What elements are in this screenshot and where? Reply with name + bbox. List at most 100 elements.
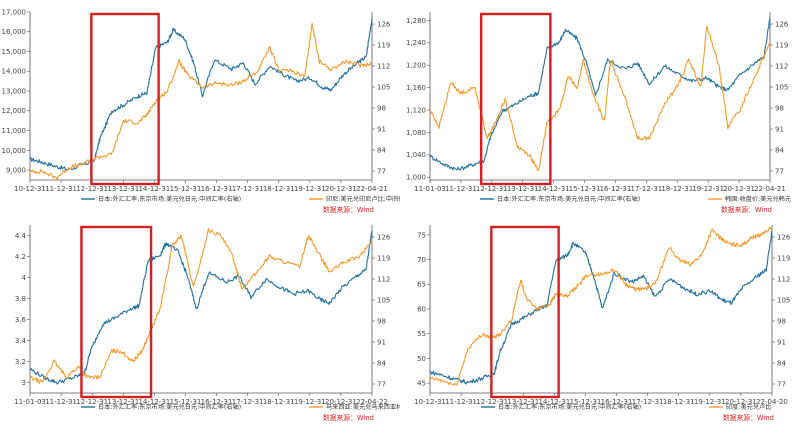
right-tick-label: 126 [377,233,391,241]
legend-label-usdjpy: 日本:外汇汇率:东京市场:美元兑日元:中间汇率(右轴) [497,195,640,203]
x-tick-label: 19-12-31 [294,398,326,406]
x-tick-label: 12-12-31 [76,185,108,193]
x-tick-label: 16-12-31 [600,185,632,193]
right-tick-label: 105 [777,296,790,304]
local-currency-line [429,25,771,171]
x-tick-label: 20-12-31 [723,185,755,193]
x-tick-label: 18-12-31 [263,185,295,193]
right-tick-label: 77 [775,167,784,175]
x-tick-label: 14-12-31 [138,398,170,406]
left-tick-label: 1,000 [406,174,426,182]
x-tick-label: 18-12-31 [663,398,695,406]
left-tick-label: 1,160 [406,84,426,92]
left-tick-label: 3.2 [15,358,26,366]
left-tick-label: 13,000 [2,87,27,95]
left-tick-label: 4 [22,274,27,282]
chart-panel-jpy-idr: 9,000 10,000 11,000 12,000 13,000 14,000 15,00… [0,0,405,214]
x-tick-label: 13-12-31 [107,185,139,193]
chart-panel-jpy-myr: 3 3.2 3.4 3.6 3.8 4 4.2 4.4 77 84 91 98 105 112 119 126… [0,213,415,427]
left-tick-label: 3.4 [15,337,27,345]
left-tick-label: 1,280 [406,17,426,25]
right-tick-label: 91 [377,125,386,133]
left-tick-label: 4.2 [15,253,26,261]
left-tick-label: 3.6 [15,316,27,324]
usd-jpy-line [29,17,373,171]
left-tick-label: 70 [417,256,426,264]
left-tick-label: 15,000 [2,48,27,56]
right-tick-label: 119 [777,254,790,262]
x-tick-label: 22-04-21 [754,185,786,193]
usd-jpy-line [29,230,373,385]
right-tick-label: 98 [775,104,784,112]
left-tick-label: 55 [417,330,426,338]
x-tick-label: 17-12-31 [632,398,664,406]
right-tick-label: 126 [775,20,789,28]
left-tick-label: 10,000 [2,147,27,155]
x-tick-label: 18-12-31 [661,185,693,193]
legend-label-local: 印度:美元兑卢比 [726,403,771,411]
x-tick-label: 17-12-31 [232,398,264,406]
x-tick-label: 11-12-31 [45,185,77,193]
left-tick-label: 75 [417,231,426,239]
left-tick-label: 14,000 [2,68,27,76]
local-currency-line [29,22,373,180]
x-tick-label: 20-12-31 [325,398,357,406]
left-tick-label: 17,000 [2,8,27,16]
highlight-box [490,225,560,399]
right-tick-label: 105 [377,296,390,304]
left-tick-label: 4.4 [15,232,27,240]
x-tick-label: 12-12-31 [476,185,508,193]
legend-label-local: 韩国:收盘价:美元兑韩元 [725,195,791,203]
x-tick-label: 16-12-31 [601,398,633,406]
x-tick-label: 16-12-31 [201,398,233,406]
right-tick-label: 112 [777,275,790,283]
x-tick-label: 18-12-31 [263,398,295,406]
source-note: 数据来源：Wind [323,205,374,213]
x-tick-label: 15-12-31 [170,398,202,406]
left-tick-label: 9,000 [6,167,26,175]
right-tick-label: 126 [377,20,391,28]
source-note: 数据来源：Wind [723,413,774,422]
chart-jpy-myr: 3 3.2 3.4 3.6 3.8 4 4.2 4.4 77 84 91 98 105 112 119 126… [14,225,415,422]
x-tick-label: 20-12-31 [325,185,357,193]
right-tick-label: 84 [377,146,386,154]
left-tick-label: 1,120 [406,106,426,114]
left-tick-label: 16,000 [2,28,27,36]
right-tick-label: 91 [775,125,784,133]
x-tick-label: 14-12-31 [138,185,170,193]
x-tick-label: 11-01-03 [14,398,46,406]
right-tick-label: 91 [777,338,786,346]
x-tick-label: 13-12-31 [107,398,139,406]
local-currency-line [429,226,773,386]
left-tick-label: 1,240 [406,39,426,47]
x-tick-label: 19-12-31 [294,185,326,193]
legend-label-usdjpy: 日本:外汇汇率:东京市场:美元兑日元:中间汇率(右轴) [498,403,641,411]
chart-panel-jpy-inr: 45 50 55 60 65 70 75 77 84 91 98 105 112 119 126 10-12-… [400,213,800,427]
right-tick-label: 105 [775,83,788,91]
chart-jpy-idr: 9,000 10,000 11,000 12,000 13,000 14,000 15,00… [2,8,405,214]
left-tick-label: 12,000 [2,107,27,115]
x-tick-label: 20-12-31 [725,398,757,406]
source-note: 数据来源：Wind [323,413,374,422]
right-tick-label: 105 [377,83,390,91]
right-tick-label: 98 [377,104,386,112]
x-tick-label: 22-04-22 [356,398,388,406]
x-tick-label: 22-04-20 [756,398,788,406]
right-tick-label: 119 [377,254,390,262]
right-tick-label: 91 [377,338,386,346]
x-tick-label: 19-12-31 [694,398,726,406]
usd-jpy-line [429,17,771,171]
x-tick-label: 12-12-31 [476,398,508,406]
highlight-box [479,12,552,186]
x-tick-label: 15-12-31 [170,185,202,193]
left-tick-label: 3.8 [15,295,26,303]
left-tick-label: 1,080 [406,129,426,137]
x-tick-label: 16-12-31 [201,185,233,193]
legend-label-usdjpy: 日本:外汇汇率:东京市场:美元兑日元:中间汇率(右轴) [98,403,241,411]
left-tick-label: 1,200 [406,62,426,70]
x-tick-label: 15-12-31 [570,398,602,406]
x-tick-label: 19-12-31 [692,185,724,193]
right-tick-label: 119 [775,41,788,49]
left-tick-label: 11,000 [2,127,27,135]
x-tick-label: 13-12-31 [507,398,539,406]
